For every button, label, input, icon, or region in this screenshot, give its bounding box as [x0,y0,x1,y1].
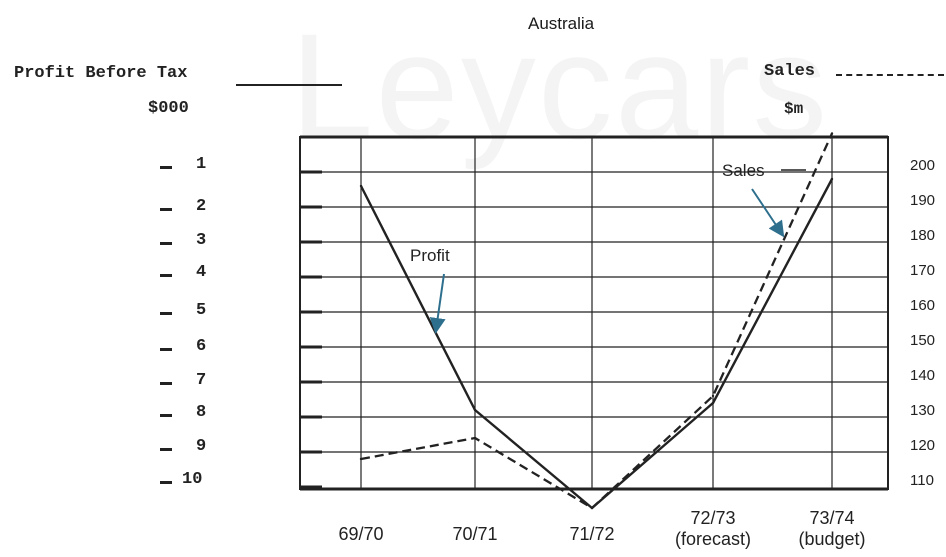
right-tick-label: 190 [910,192,935,209]
x-category-name: 73/74 [782,508,882,529]
x-category-name: 69/70 [311,524,411,545]
x-category-sublabel: (forecast) [663,529,763,550]
x-category-label: 71/72 [542,524,642,545]
sales-data-point [831,132,833,134]
sales-data-point [360,458,362,460]
profit-data-point [360,185,362,187]
sales-data-point [712,395,714,397]
right-tick-label: 120 [910,437,935,454]
right-tick-label: 110 [910,472,934,489]
right-tick-label: 150 [910,332,935,349]
right-tick-label: 140 [910,367,935,384]
profit-annotation: Profit [410,246,450,266]
right-tick-label: 180 [910,227,935,244]
profit-series-line [361,179,832,508]
sales-data-point [591,507,593,509]
x-category-label: 72/73 (forecast) [663,508,763,550]
x-category-name: 71/72 [542,524,642,545]
sales-data-point [474,437,476,439]
x-category-label: 69/70 [311,524,411,545]
right-tick-label: 130 [910,402,935,419]
chart-series [360,132,833,509]
chart-grid [300,137,888,489]
x-category-sublabel: (budget) [782,529,882,550]
right-tick-label: 170 [910,262,935,279]
plot-frame [300,137,888,489]
right-tick-label: 200 [910,157,935,174]
profit-data-point [831,178,833,180]
chart-annotation-arrows [436,189,782,330]
profit-annotation-arrow [436,274,444,330]
right-tick-label: 160 [910,297,935,314]
x-category-label: 73/74 (budget) [782,508,882,550]
x-category-name: 70/71 [425,524,525,545]
sales-annotation-arrow [752,189,782,234]
profit-data-point [474,409,476,411]
x-category-name: 72/73 [663,508,763,529]
x-category-label: 70/71 [425,524,525,545]
sales-annotation: Sales [722,161,765,181]
profit-data-point [712,402,714,404]
